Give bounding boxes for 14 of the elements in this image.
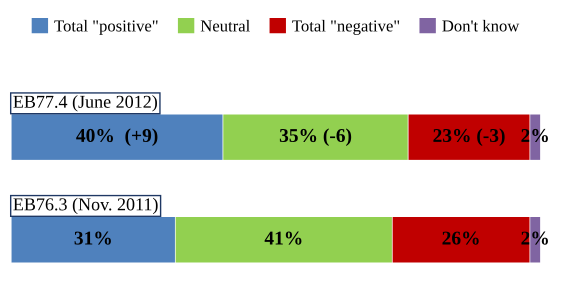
legend-label: Total "negative" (292, 20, 400, 35)
legend-label: Neutral (200, 20, 250, 32)
data-label: 2% (521, 232, 548, 245)
y-tick-label: EB76.3 (Nov. 2011) (13, 198, 158, 214)
data-label: 35% (-6) (280, 128, 352, 146)
data-label: 23% (-3) (433, 128, 505, 146)
legend-label: Don't know (442, 20, 520, 32)
legend-label: Total "positive" (54, 20, 158, 35)
data-label: 41% (264, 232, 302, 245)
data-label: 40% (+9) (76, 128, 158, 146)
data-label: 31% (74, 232, 111, 245)
y-tick-label: EB77.4 (June 2012) (13, 95, 157, 112)
data-label: 2% (521, 128, 548, 142)
data-label: 26% (442, 232, 479, 245)
